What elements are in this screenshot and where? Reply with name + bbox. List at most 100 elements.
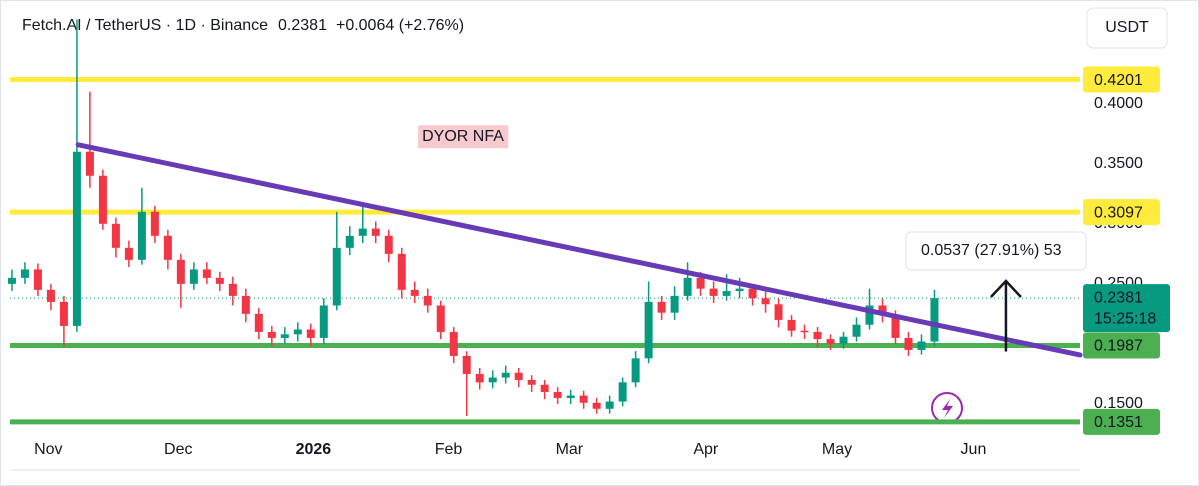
candle-body xyxy=(800,330,809,333)
level-label: 0.1987 xyxy=(1094,338,1143,355)
candle-body xyxy=(553,391,562,398)
x-tick-label: 2026 xyxy=(296,441,332,458)
level-label-bg xyxy=(1083,199,1160,226)
x-tick-label: Apr xyxy=(693,441,719,458)
level-label-bg xyxy=(1083,408,1160,435)
candle-body xyxy=(72,151,81,326)
candle-body xyxy=(267,331,276,338)
measure-box xyxy=(905,231,1087,271)
candle-body xyxy=(735,288,744,292)
candle-body xyxy=(722,291,731,296)
candle-body xyxy=(228,283,237,296)
level-label-bg xyxy=(1083,332,1160,359)
candle-body xyxy=(306,329,315,338)
candle-body xyxy=(254,313,263,332)
measure-arrowhead xyxy=(990,279,1022,298)
candle-body xyxy=(59,301,68,326)
annotation: DYOR NFA xyxy=(422,128,504,145)
candle-body xyxy=(371,228,380,236)
candle-body xyxy=(514,372,523,380)
candle-body xyxy=(787,319,796,331)
x-tick-label: May xyxy=(822,441,852,458)
candle-body xyxy=(332,247,341,306)
x-tick-label: Feb xyxy=(435,441,463,458)
candle-body xyxy=(813,331,822,340)
candle-body xyxy=(657,301,666,313)
level-label: 0.3097 xyxy=(1094,204,1143,221)
candle-body xyxy=(280,334,289,338)
candle-body xyxy=(46,289,55,302)
trendline xyxy=(75,142,1083,358)
plot-area xyxy=(7,19,1083,425)
candle-body xyxy=(436,305,445,332)
candle-body xyxy=(527,379,536,385)
x-tick-label: Mar xyxy=(556,441,584,458)
candle-body xyxy=(839,336,848,344)
candle-body xyxy=(85,151,94,176)
candle-body xyxy=(748,288,757,299)
header-price: 0.2381 xyxy=(278,17,327,34)
candle-body xyxy=(644,301,653,359)
x-tick-label: Dec xyxy=(164,441,192,458)
candle-body xyxy=(20,269,29,278)
candle-body xyxy=(605,401,614,409)
candle-body xyxy=(98,175,107,224)
candle-body xyxy=(319,305,328,338)
candle-body xyxy=(631,358,640,383)
candle-body xyxy=(241,295,250,314)
candle-body xyxy=(111,223,120,248)
candle-body xyxy=(696,277,705,289)
candle-body xyxy=(358,228,367,236)
annotation-bg xyxy=(418,125,509,149)
candle-body xyxy=(670,295,679,313)
currency-button[interactable] xyxy=(1086,7,1168,49)
candle-body xyxy=(150,211,159,236)
candle-body xyxy=(761,298,770,305)
candle-body xyxy=(488,377,497,383)
candle-body xyxy=(410,289,419,296)
candle-body xyxy=(33,269,42,290)
candle-body xyxy=(137,211,146,260)
candle-body xyxy=(878,305,887,316)
level-label-bg xyxy=(1083,66,1160,93)
candle-body xyxy=(384,235,393,254)
candle-body xyxy=(189,269,198,284)
candle-body xyxy=(592,402,601,409)
candle-body xyxy=(449,331,458,356)
y-tick-label: 0.1500 xyxy=(1094,395,1143,412)
y-tick-label: 0.3500 xyxy=(1094,155,1143,172)
x-tick-label: Nov xyxy=(34,441,62,458)
candle-body xyxy=(397,253,406,290)
candle-body xyxy=(579,395,588,403)
candle-body xyxy=(124,247,133,260)
candle-body xyxy=(930,298,939,342)
candle-body xyxy=(345,235,354,248)
candle-body xyxy=(7,277,16,284)
candle-body xyxy=(176,259,185,284)
price-label: 0.2381 xyxy=(1094,289,1143,306)
candle-body xyxy=(826,339,835,344)
chart-title: Fetch.AI / TetherUS · 1D · Binance xyxy=(22,17,268,34)
candle-body xyxy=(540,384,549,392)
candle-body xyxy=(566,395,575,398)
candle-body xyxy=(202,269,211,278)
candle-body xyxy=(293,329,302,335)
candle-body xyxy=(774,304,783,320)
y-tick-label: 0.4000 xyxy=(1094,95,1143,112)
candle-body xyxy=(475,373,484,383)
candle-body xyxy=(865,305,874,325)
level-label: 0.1351 xyxy=(1094,414,1143,431)
candle-body xyxy=(462,355,471,374)
candle-body xyxy=(852,324,861,337)
candle-body xyxy=(709,288,718,296)
candle-body xyxy=(683,277,692,296)
candle-body xyxy=(215,277,224,284)
price-label-bg xyxy=(1083,284,1170,333)
candle-body xyxy=(423,295,432,306)
header-change: +0.0064 (+2.76%) xyxy=(336,17,464,34)
currency-label[interactable]: USDT xyxy=(1105,19,1149,36)
level-label: 0.4201 xyxy=(1094,72,1143,89)
candle-body xyxy=(904,337,913,350)
